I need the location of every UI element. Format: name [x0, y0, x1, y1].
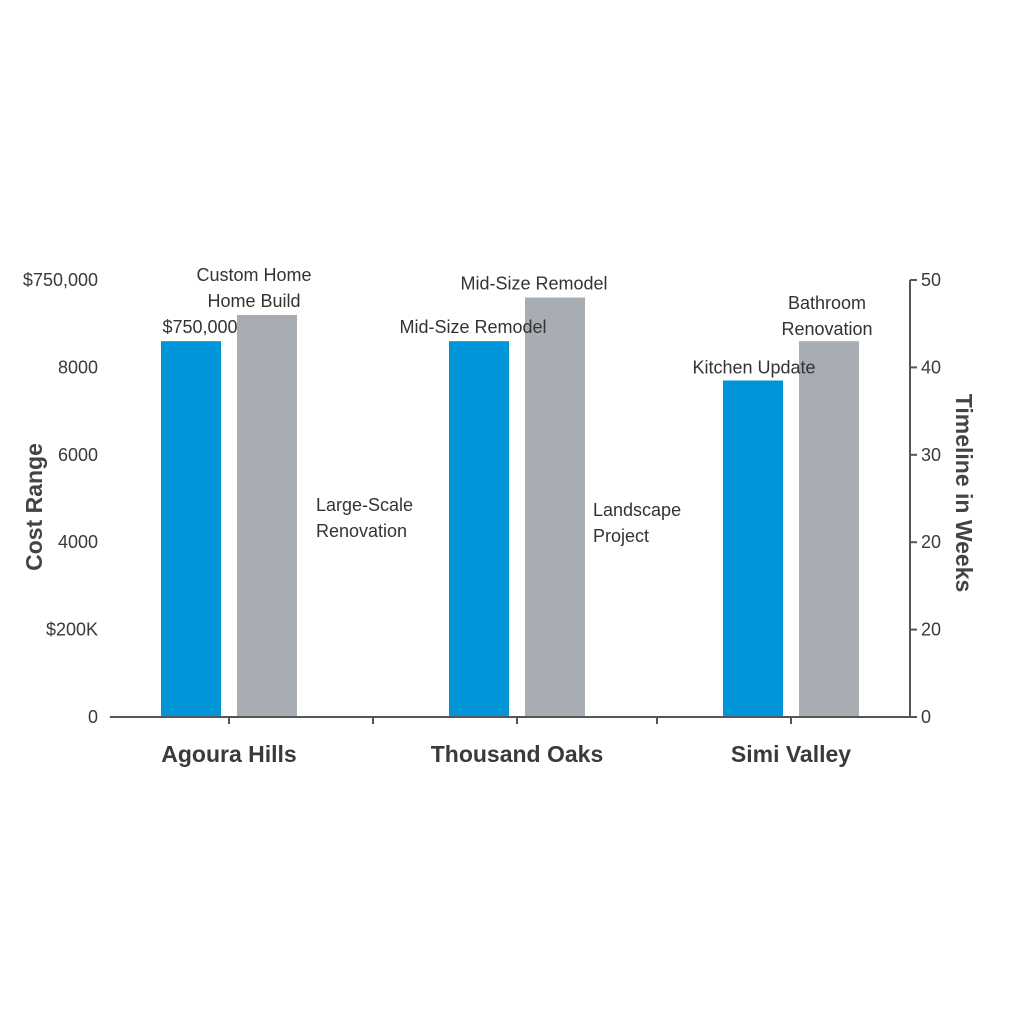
y-tick-label: $750,000 — [23, 270, 98, 290]
category-labels: Agoura Hills Thousand Oaks Simi Valley — [161, 741, 851, 767]
annotation-label: Mid-Size Remodel — [399, 317, 546, 337]
category-label: Agoura Hills — [161, 741, 296, 767]
category-label: Thousand Oaks — [431, 741, 604, 767]
y-axis-title: Cost Range — [21, 443, 47, 571]
y-tick-label: 4000 — [58, 532, 98, 552]
y-tick-label: 6000 — [58, 445, 98, 465]
bar-timeline-1 — [525, 297, 585, 717]
right-y-tick-label: 50 — [921, 270, 941, 290]
annotation-label: Custom Home Home Build — [196, 265, 311, 311]
right-y-tick-label: 20 — [921, 532, 941, 552]
y-tick-label: 8000 — [58, 357, 98, 377]
right-y-tick-label: 20 — [921, 620, 941, 640]
bar-timeline-2 — [799, 341, 859, 717]
right-y-tick-label: 0 — [921, 707, 931, 727]
annotation-label: Mid-Size Remodel — [460, 273, 607, 293]
bar-cost-2 — [723, 380, 783, 717]
y-tick-label: $200K — [46, 620, 98, 640]
right-y-axis-title: Timeline in Weeks — [951, 394, 977, 593]
annotations: Custom Home Home Build $750,000 Large-Scale… — [162, 265, 872, 546]
category-label: Simi Valley — [731, 741, 851, 767]
bar-timeline-0 — [237, 314, 297, 717]
bars-layer — [161, 297, 859, 717]
annotation-label: Large-Scale Renovation — [316, 495, 413, 541]
annotation-label: Bathroom Renovation — [781, 293, 872, 339]
left-y-tick-labels: 0 $200K 4000 6000 8000 $750,000 — [23, 270, 98, 727]
bar-cost-0 — [161, 341, 221, 717]
x-tick-marks — [228, 717, 792, 724]
annotation-label: $750,000 — [162, 317, 237, 337]
annotation-label: Landscape Project — [593, 500, 681, 546]
right-y-tick-label: 40 — [921, 357, 941, 377]
annotation-label: Kitchen Update — [692, 358, 815, 378]
right-y-tick-labels: 0 20 20 30 40 50 — [910, 270, 941, 727]
bar-cost-1 — [449, 341, 509, 717]
right-y-tick-label: 30 — [921, 445, 941, 465]
y-tick-label: 0 — [88, 707, 98, 727]
